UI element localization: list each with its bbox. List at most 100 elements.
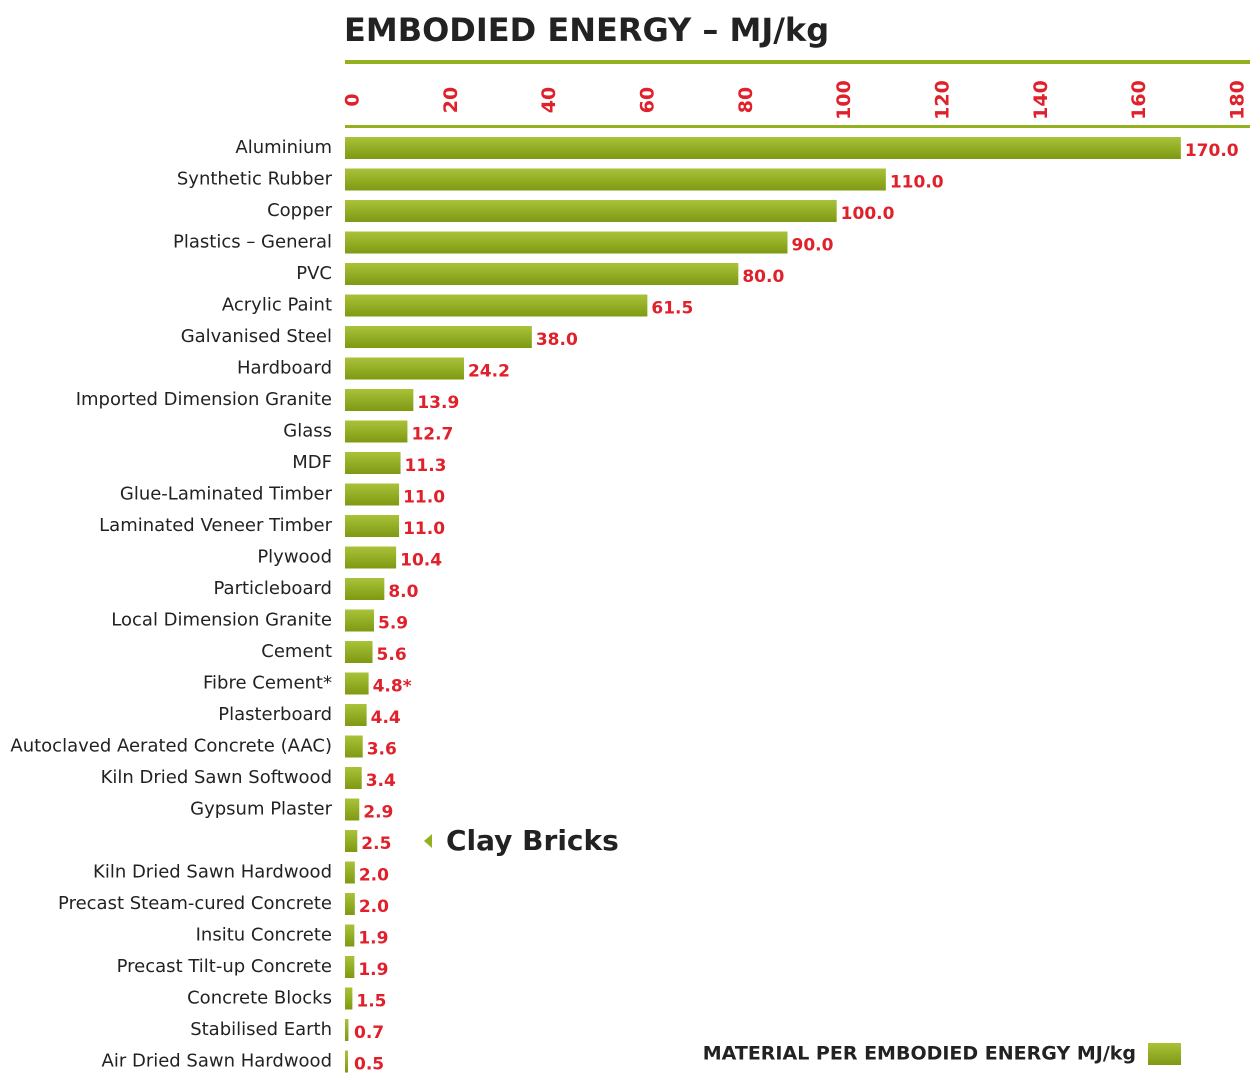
- category-label: Precast Tilt-up Concrete: [117, 956, 332, 977]
- category-label: Copper: [267, 200, 333, 221]
- value-label: 100.0: [841, 204, 895, 224]
- category-label: Concrete Blocks: [187, 988, 332, 1009]
- category-label: Air Dried Sawn Hardwood: [102, 1051, 332, 1072]
- category-label: Kiln Dried Sawn Softwood: [101, 767, 332, 788]
- x-tick-label: 140: [1030, 80, 1052, 120]
- bar: [345, 389, 414, 411]
- category-label: Galvanised Steel: [181, 326, 332, 347]
- value-label: 0.5: [354, 1055, 384, 1075]
- bar: [345, 924, 355, 947]
- annotation: Clay Bricks: [446, 824, 619, 857]
- category-label: Imported Dimension Granite: [76, 389, 332, 410]
- category-label: Fibre Cement*: [203, 673, 332, 694]
- category-label: Gypsum Plaster: [190, 799, 332, 820]
- category-label: Laminated Veneer Timber: [99, 515, 332, 536]
- x-tick-label: 20: [440, 87, 462, 113]
- x-tick-label: 80: [735, 87, 757, 113]
- category-label: Plastics – General: [173, 232, 332, 253]
- annotation-arrow: [424, 834, 432, 848]
- bar: [345, 578, 385, 600]
- bar: [345, 609, 375, 632]
- legend-label: MATERIAL PER EMBODIED ENERGY MJ/kg: [703, 1043, 1136, 1065]
- value-label: 2.0: [359, 897, 389, 917]
- category-label: Hardboard: [237, 358, 332, 379]
- bar: [345, 326, 532, 348]
- bar: [345, 452, 401, 474]
- value-label: 170.0: [1185, 141, 1239, 161]
- bar: [345, 1019, 349, 1041]
- value-label: 61.5: [651, 299, 693, 319]
- rule: [345, 125, 1250, 128]
- value-label: 5.9: [378, 614, 408, 634]
- bar: [345, 861, 355, 884]
- value-label: 24.2: [468, 362, 510, 382]
- category-label: Stabilised Earth: [190, 1019, 332, 1040]
- category-label: Particleboard: [214, 578, 333, 599]
- bar: [345, 263, 739, 285]
- bar: [345, 137, 1181, 159]
- value-label: 4.8*: [373, 677, 412, 697]
- x-tick-label: 100: [833, 80, 855, 120]
- bar: [345, 231, 788, 254]
- value-label: 8.0: [388, 582, 418, 602]
- category-label: Glass: [283, 421, 332, 442]
- x-tick-label: 0: [342, 93, 364, 106]
- value-label: 1.9: [358, 929, 388, 949]
- rule: [345, 60, 1250, 64]
- bar: [345, 641, 373, 663]
- x-tick-label: 180: [1227, 80, 1249, 120]
- category-label: Kiln Dried Sawn Hardwood: [93, 862, 332, 883]
- value-label: 10.4: [400, 551, 442, 571]
- category-label: Insitu Concrete: [196, 925, 332, 946]
- bar: [345, 294, 648, 317]
- category-label: Synthetic Rubber: [177, 169, 333, 190]
- value-label: 11.0: [403, 519, 445, 539]
- bar: [345, 420, 408, 443]
- value-label: 11.0: [403, 488, 445, 508]
- value-label: 80.0: [742, 267, 784, 287]
- bar: [345, 357, 464, 380]
- value-label: 3.4: [366, 771, 396, 791]
- value-label: 4.4: [371, 708, 401, 728]
- value-label: 12.7: [411, 425, 453, 445]
- x-tick-label: 40: [538, 87, 560, 113]
- value-label: 90.0: [792, 236, 834, 256]
- bar: [345, 956, 355, 978]
- category-label: Local Dimension Granite: [111, 610, 332, 631]
- value-label: 11.3: [405, 456, 447, 476]
- bar: [345, 704, 367, 726]
- x-tick-label: 60: [637, 87, 659, 113]
- value-label: 5.6: [377, 645, 407, 665]
- value-label: 3.6: [367, 740, 397, 760]
- bar: [345, 515, 400, 537]
- category-label: MDF: [292, 452, 332, 473]
- bar: [345, 893, 355, 915]
- bar: [345, 483, 400, 506]
- category-label: Plywood: [257, 547, 332, 568]
- value-label: 2.5: [361, 834, 391, 854]
- bar: [345, 200, 837, 222]
- x-tick-label: 120: [932, 80, 954, 120]
- bar: [345, 672, 369, 695]
- category-label: Glue-Laminated Timber: [120, 484, 333, 505]
- value-label: 1.9: [358, 960, 388, 980]
- bar: [345, 546, 397, 569]
- bar: [345, 1050, 348, 1073]
- category-label: Cement: [261, 641, 332, 662]
- category-label: Autoclaved Aerated Concrete (AAC): [10, 736, 332, 757]
- category-label: Plasterboard: [218, 704, 332, 725]
- legend-swatch: [1148, 1043, 1181, 1065]
- bar: [345, 767, 362, 789]
- category-label: PVC: [296, 263, 332, 284]
- bar: [345, 735, 363, 758]
- category-label: Acrylic Paint: [222, 295, 332, 316]
- bar: [345, 987, 353, 1010]
- value-label: 2.9: [363, 803, 393, 823]
- value-label: 0.7: [354, 1023, 384, 1043]
- value-label: 2.0: [359, 866, 389, 886]
- x-tick-label: 160: [1128, 80, 1150, 120]
- value-label: 1.5: [356, 992, 386, 1012]
- bar: [345, 830, 358, 852]
- value-label: 110.0: [890, 173, 944, 193]
